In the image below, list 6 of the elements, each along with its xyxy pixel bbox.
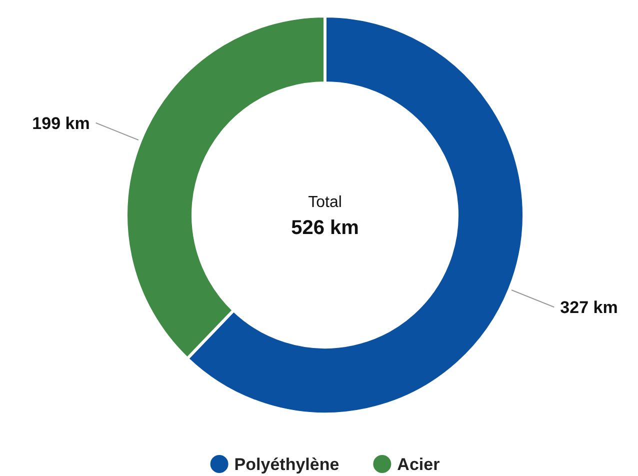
legend-label: Acier — [397, 454, 440, 474]
data-label: 327 km — [560, 298, 618, 318]
text: 526 km — [291, 217, 359, 239]
data-label: 199 km — [32, 114, 90, 133]
text: Total — [308, 194, 342, 211]
legend-label: Polyéthylène — [234, 454, 340, 474]
